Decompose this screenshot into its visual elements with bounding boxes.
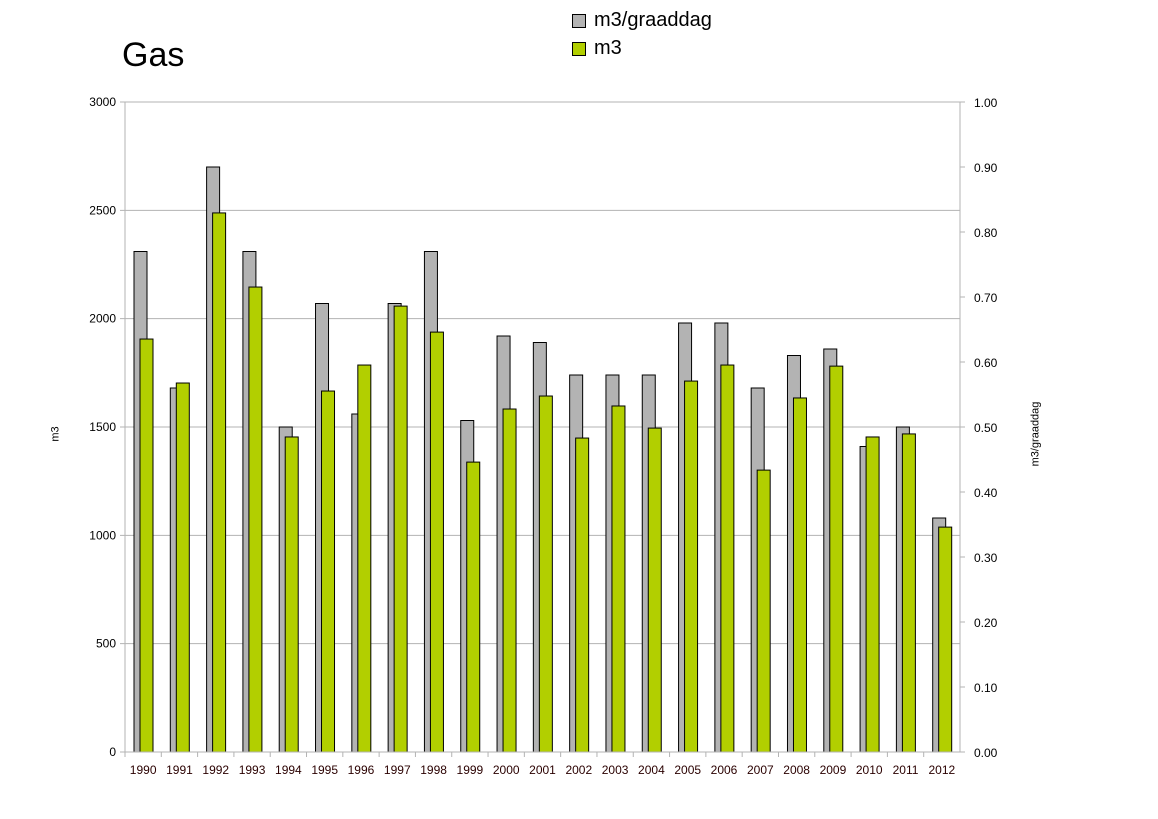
x-tick-label: 2007 (747, 763, 774, 777)
x-tick-label: 1993 (239, 763, 266, 777)
bar-m3-2010 (865, 436, 880, 753)
y-tick-label: 500 (96, 637, 116, 651)
x-tick-label: 2004 (638, 763, 665, 777)
y2-tick-label: 0.70 (974, 291, 998, 305)
y-tick-label: 3000 (89, 95, 116, 109)
bar-m3-2011 (901, 433, 916, 753)
bar-m3-2009 (829, 365, 844, 753)
x-tick-label: 1992 (202, 763, 229, 777)
x-tick-label: 1990 (130, 763, 157, 777)
y2-tick-label: 0.30 (974, 551, 998, 565)
y2-tick-label: 0.60 (974, 356, 998, 370)
x-tick-label: 2011 (893, 763, 919, 777)
bar-m3-1996 (357, 364, 372, 753)
bar-m3-2012 (938, 526, 953, 753)
bar-m3-1998 (429, 331, 444, 753)
legend-swatch-green (572, 41, 586, 56)
bar-m3-1999 (466, 461, 481, 753)
bar-m3-2003 (611, 405, 626, 753)
legend-label: m3 (594, 37, 622, 59)
x-tick-label: 1997 (384, 763, 411, 777)
y2-tick-label: 0.00 (974, 746, 998, 760)
legend-swatch-gray (572, 13, 586, 28)
y2-tick-label: 1.00 (974, 96, 998, 110)
x-tick-label: 1995 (311, 763, 338, 777)
y-tick-label: 2000 (89, 312, 116, 326)
x-tick-label: 1999 (457, 763, 484, 777)
x-tick-label: 2006 (711, 763, 738, 777)
legend-label: m3/graaddag (594, 9, 712, 31)
x-tick-label: 2003 (602, 763, 629, 777)
bar-m3-2008 (792, 397, 807, 753)
x-tick-label: 2005 (674, 763, 701, 777)
y2-tick-label: 0.40 (974, 486, 998, 500)
x-tick-label: 2002 (565, 763, 592, 777)
bar-m3-1990 (139, 338, 154, 753)
y-tick-label: 0 (109, 745, 116, 759)
y-tick-label: 2500 (89, 203, 116, 217)
y-tick-label: 1500 (89, 420, 116, 434)
x-tick-label: 2008 (783, 763, 810, 777)
bar-m3-2002 (575, 437, 590, 753)
legend-item-m3: m3 (572, 37, 622, 60)
y-tick-label: 1000 (89, 528, 116, 542)
y2-tick-label: 0.80 (974, 226, 998, 240)
bar-m3-1992 (212, 212, 227, 753)
bar-m3-1991 (175, 382, 190, 753)
bar-m3-2001 (538, 395, 553, 753)
chart-title: Gas (122, 36, 185, 74)
x-tick-label: 2009 (820, 763, 847, 777)
bar-m3-2000 (502, 408, 517, 753)
bar-m3-1994 (284, 436, 299, 753)
bar-m3-2006 (720, 364, 735, 753)
y2-tick-label: 0.90 (974, 161, 998, 175)
bar-m3-1995 (321, 390, 336, 753)
x-tick-label: 2010 (856, 763, 883, 777)
legend-item-m3-graaddag: m3/graaddag (572, 9, 712, 32)
x-tick-label: 1994 (275, 763, 302, 777)
x-tick-label: 1996 (348, 763, 375, 777)
bar-m3-1993 (248, 286, 263, 753)
x-tick-label: 1991 (166, 763, 193, 777)
bar-m3-2007 (756, 469, 771, 753)
x-tick-label: 2000 (493, 763, 520, 777)
y2-tick-label: 0.20 (974, 616, 998, 630)
bar-m3-2005 (684, 380, 699, 753)
y2-tick-label: 0.50 (974, 421, 998, 435)
x-tick-label: 2001 (529, 763, 556, 777)
bar-m3-2004 (647, 427, 662, 753)
y2-tick-label: 0.10 (974, 681, 998, 695)
x-tick-label: 1998 (420, 763, 447, 777)
bar-m3-1997 (393, 305, 408, 753)
x-tick-label: 2012 (928, 763, 955, 777)
